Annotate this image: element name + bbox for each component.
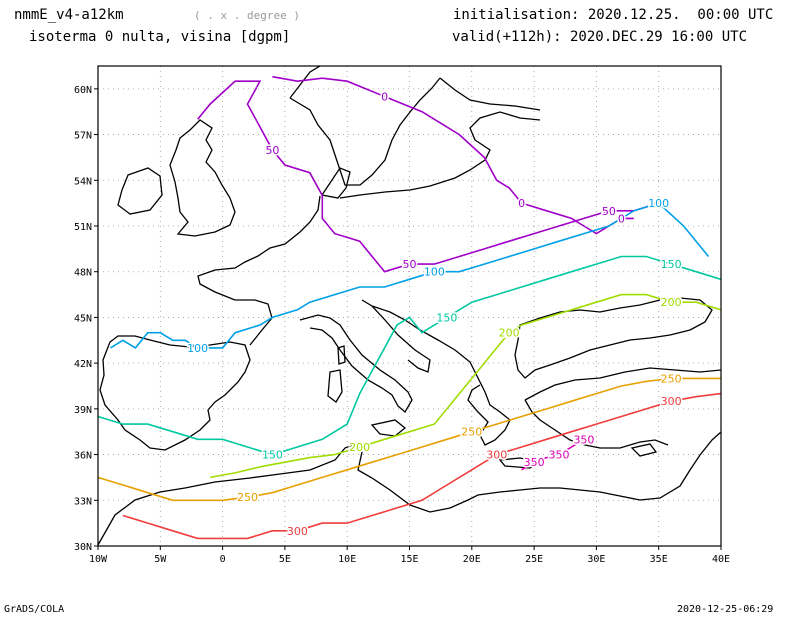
y-tick-label: 54N [74, 176, 92, 187]
coastline-britain [169, 119, 236, 237]
init-time: initialisation: 2020.12.25. 00:00 UTC [453, 7, 774, 23]
contour-label-150: 150 [262, 449, 283, 462]
contour-line-150 [98, 255, 721, 456]
contour-label-200: 200 [661, 296, 682, 309]
contour-label-300: 300 [486, 449, 507, 462]
coastline-italy-east [361, 299, 431, 373]
contour-label-50: 50 [265, 144, 279, 157]
coastline-crete [498, 457, 542, 469]
isotherm-contours [98, 75, 721, 540]
coastline-balkans [371, 305, 511, 446]
x-tick-label: 5E [279, 554, 291, 565]
valid-time: valid(+112h): 2020.DEC.29 16:00 UTC [452, 29, 748, 45]
contour-label-0: 0 [381, 90, 388, 103]
coastline-sardinia [327, 369, 343, 403]
x-tick-label: 10W [89, 554, 108, 565]
y-tick-label: 39N [74, 405, 92, 416]
coastline-scandinavia [289, 77, 441, 186]
coastline-corsica [337, 345, 346, 365]
coastline-denmark [320, 167, 351, 199]
contour-line-300 [122, 392, 721, 540]
coastline-iberia [99, 335, 251, 451]
y-tick-label: 42N [74, 359, 92, 370]
contour-label-300: 300 [287, 525, 308, 538]
x-tick-label: 30E [587, 554, 605, 565]
contour-label-350: 350 [573, 433, 594, 446]
x-tick-label: 25E [525, 554, 543, 565]
y-tick-label: 48N [74, 268, 92, 279]
contour-labels: 0005050501001001001501501502002002002502… [186, 89, 683, 539]
contour-label-200: 200 [499, 327, 520, 340]
contour-label-0: 0 [518, 197, 525, 210]
contour-label-250: 250 [661, 372, 682, 385]
y-tick-label: 33N [74, 496, 92, 507]
contour-line-0 [272, 75, 634, 235]
coastline-ireland [117, 167, 163, 215]
coastline-france [197, 195, 321, 346]
contour-label-100: 100 [648, 197, 669, 210]
coastline-turkey [524, 367, 721, 449]
contour-label-150: 150 [661, 258, 682, 271]
contour-label-350: 350 [549, 449, 570, 462]
coastline-sicily [370, 419, 407, 437]
y-tick-label: 45N [74, 313, 92, 324]
contour-label-100: 100 [424, 266, 445, 279]
coastline-black-sea [514, 297, 713, 379]
coastline-norway [289, 66, 321, 99]
contour-label-150: 150 [436, 311, 457, 324]
y-tick-label: 57N [74, 131, 92, 142]
coastline-cyprus [630, 443, 658, 457]
contour-label-300: 300 [661, 395, 682, 408]
y-tick-label: 36N [74, 451, 92, 462]
software-credit: GrADS/COLA [4, 604, 65, 615]
contour-label-0: 0 [618, 212, 625, 225]
coastline-baltic-south [339, 111, 541, 199]
coastline-italy [299, 314, 413, 414]
x-tick-label: 20E [463, 554, 481, 565]
field-title: isoterma 0 nulta, visina [dgpm] [29, 29, 291, 45]
coastline-north-africa [98, 431, 721, 546]
coastline-gulf-finland [439, 77, 541, 111]
contour-label-200: 200 [349, 441, 370, 454]
x-tick-label: 0 [220, 554, 226, 565]
contour-label-50: 50 [602, 205, 616, 218]
x-tick-label: 35E [650, 554, 668, 565]
x-tick-label: 40E [712, 554, 730, 565]
x-tick-label: 10E [338, 554, 356, 565]
model-name: nmmE_v4-a12km [14, 7, 124, 23]
contour-line-50 [197, 80, 659, 273]
contour-label-250: 250 [461, 426, 482, 439]
x-tick-label: 15E [400, 554, 418, 565]
contour-line-200 [209, 293, 721, 479]
lat-lon-grid [98, 66, 721, 546]
contour-label-50: 50 [403, 258, 417, 271]
contour-label-350: 350 [524, 456, 545, 469]
contour-label-250: 250 [237, 491, 258, 504]
contour-label-100: 100 [187, 342, 208, 355]
projection-label: ( . x . degree ) [194, 9, 300, 22]
axis-labels: 10W 5W 0 5E 10E 15E 20E 25E 30E 35E 40E 30N 33N 36N 39… [74, 85, 730, 565]
coastlines [98, 66, 721, 546]
y-tick-label: 60N [74, 85, 92, 96]
contour-line-250 [98, 377, 721, 502]
generated-timestamp: 2020-12-25-06:29 [677, 604, 774, 615]
y-tick-label: 51N [74, 222, 92, 233]
y-tick-label: 30N [74, 542, 92, 553]
contour-line-100 [110, 202, 710, 349]
contour-line-350 [521, 438, 585, 471]
x-tick-label: 5W [154, 554, 167, 565]
